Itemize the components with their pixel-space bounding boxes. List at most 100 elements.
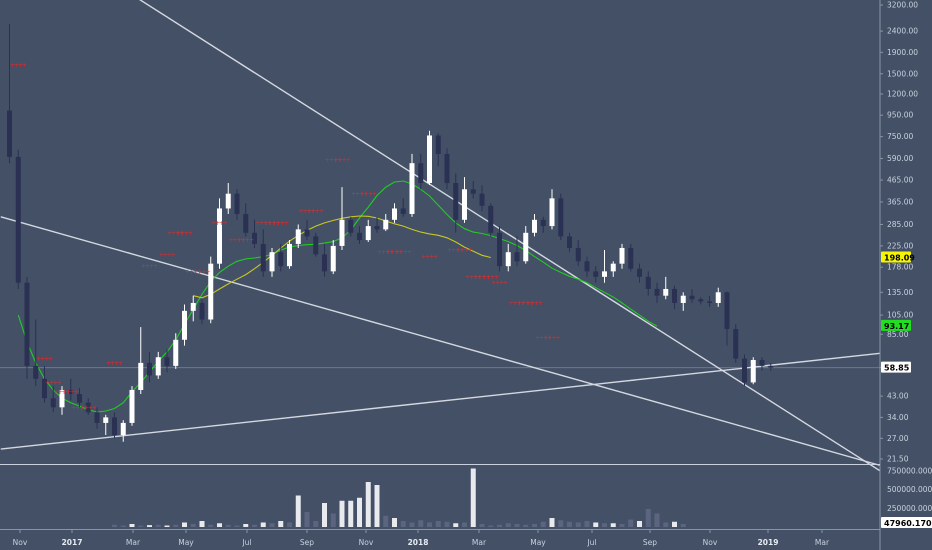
signal-marker: + xyxy=(547,335,552,342)
signal-marker: + xyxy=(333,157,338,164)
signal-marker: + xyxy=(526,300,531,307)
price-tick-label: 27.00 xyxy=(887,434,909,443)
volume-bar xyxy=(225,524,231,527)
candle-body xyxy=(155,357,161,376)
signal-marker: + xyxy=(245,237,250,244)
signal-marker: + xyxy=(241,237,246,244)
signal-marker: + xyxy=(389,249,394,256)
price-tick-label: 365.00 xyxy=(887,198,913,207)
price-tick-label: 950.00 xyxy=(887,111,913,120)
volume-bar xyxy=(453,523,459,527)
signal-marker: + xyxy=(425,254,430,261)
volume-bar xyxy=(330,513,336,527)
volume-bar xyxy=(374,485,380,527)
signal-marker: + xyxy=(543,335,548,342)
candle-body xyxy=(15,156,21,283)
time-tick-label: Sep xyxy=(643,538,657,547)
candle-body xyxy=(715,292,721,303)
signal-marker: + xyxy=(80,404,85,411)
candle-body xyxy=(742,358,747,383)
signal-marker: + xyxy=(512,300,517,307)
signal-marker: + xyxy=(459,247,464,254)
time-tick-label: May xyxy=(530,538,546,547)
time-tick-label: Nov xyxy=(703,538,718,547)
candle-body xyxy=(278,252,284,267)
signal-marker: + xyxy=(22,62,27,69)
signal-marker: + xyxy=(481,274,486,281)
time-axis[interactable]: Nov 2017 Mar May Jul Sep Nov 2018 Mar May Jul Sep No… xyxy=(13,529,830,547)
volume-bar xyxy=(304,512,310,527)
signal-marker: + xyxy=(61,389,66,396)
signal-marker: + xyxy=(473,274,478,281)
candle-body xyxy=(59,389,65,408)
signal-marker: + xyxy=(176,230,181,237)
candle-body xyxy=(295,229,301,244)
volume-bar xyxy=(322,503,327,527)
signal-marker: + xyxy=(179,230,184,237)
signal-marker: + xyxy=(534,300,539,307)
candles[interactable] xyxy=(7,23,774,442)
candle-body xyxy=(558,198,564,237)
signal-marker: + xyxy=(284,220,289,227)
signal-marker: + xyxy=(351,191,356,198)
signal-marker: + xyxy=(14,62,19,69)
signal-marker: + xyxy=(364,191,369,198)
volume-bar xyxy=(190,524,196,527)
signal-marker: + xyxy=(302,208,307,215)
volume-bars xyxy=(112,468,686,527)
candle-body xyxy=(750,360,756,383)
signal-marker: + xyxy=(377,249,382,256)
signal-markers: ++++++++++++++++++++++++++++++++++++++++… xyxy=(10,62,561,411)
candle-body xyxy=(505,252,511,267)
volume-bar xyxy=(575,522,581,527)
trendlines[interactable] xyxy=(0,0,881,472)
time-tick-label: 2017 xyxy=(62,538,83,547)
volume-bar xyxy=(409,522,415,527)
volume-bar xyxy=(278,521,284,527)
volume-bar xyxy=(234,525,240,527)
volume-bar xyxy=(567,521,572,527)
candle-body xyxy=(479,193,485,206)
volume-bar xyxy=(260,522,266,527)
signal-marker: + xyxy=(57,389,62,396)
volume-bar xyxy=(365,482,371,527)
volume-bar xyxy=(645,509,651,527)
candle-body xyxy=(444,153,450,184)
signal-marker: + xyxy=(197,268,202,275)
signal-marker: + xyxy=(547,335,552,342)
price-badge-label: 58.85 xyxy=(884,364,910,373)
volume-bar xyxy=(628,519,634,527)
price-tick-label: 1200.00 xyxy=(887,90,918,99)
trendline xyxy=(139,0,881,472)
signal-marker: + xyxy=(114,360,119,367)
price-tick-label: 1500.00 xyxy=(887,69,918,78)
candle-body xyxy=(94,412,100,423)
candle-body xyxy=(374,226,380,230)
signal-marker: + xyxy=(249,237,254,244)
candle-body xyxy=(138,362,144,390)
candle-body xyxy=(540,219,546,227)
signal-marker: + xyxy=(205,268,210,275)
signal-marker: + xyxy=(193,268,198,275)
signal-marker: + xyxy=(337,157,342,164)
candle-body xyxy=(470,189,476,194)
time-tick-label: Jul xyxy=(241,538,251,547)
candle-body xyxy=(584,261,590,272)
candle-body xyxy=(672,288,677,303)
price-tick-label: 178.00 xyxy=(887,263,913,272)
signal-marker: + xyxy=(180,230,185,237)
signal-marker: + xyxy=(468,247,473,254)
candle-body xyxy=(339,219,345,246)
volume-bar xyxy=(610,523,616,527)
volume-bar xyxy=(120,525,126,527)
signal-marker: + xyxy=(170,251,175,258)
signal-marker: + xyxy=(520,300,525,307)
volume-bar xyxy=(523,524,529,527)
signal-marker: + xyxy=(329,157,334,164)
volume-bar xyxy=(199,521,205,527)
signal-marker: + xyxy=(555,335,560,342)
signal-marker: + xyxy=(508,300,513,307)
candle-body xyxy=(532,219,537,233)
